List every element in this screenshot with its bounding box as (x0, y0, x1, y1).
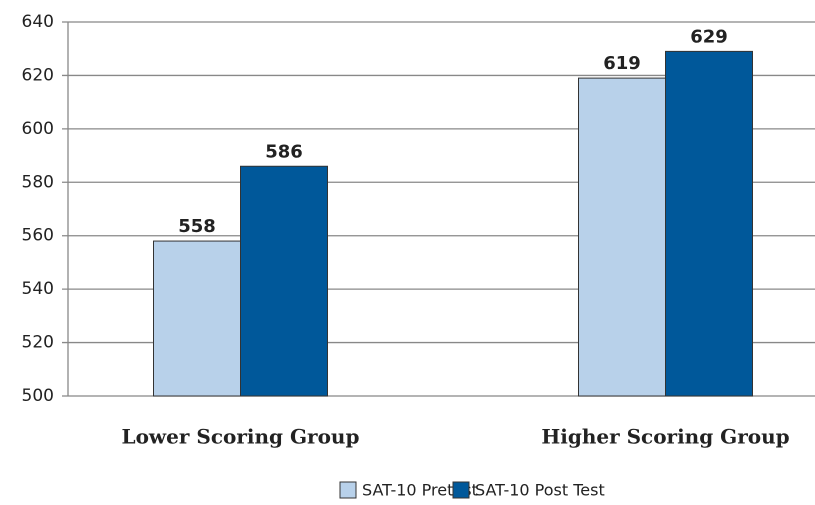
legend-swatch (339, 481, 357, 499)
y-tick-label: 520 (22, 333, 54, 353)
data-label: 558 (178, 216, 216, 237)
bar (665, 50, 753, 397)
y-tick-label: 540 (22, 279, 54, 299)
legend-label: SAT-10 Pretest (362, 481, 478, 500)
x-tick-label: Lower Scoring Group (122, 425, 360, 449)
y-tick-label: 500 (22, 386, 54, 406)
y-tick-label: 640 (22, 12, 54, 32)
data-label: 586 (265, 141, 303, 162)
x-tick-label: Higher Scoring Group (541, 425, 789, 449)
legend-label: SAT-10 Post Test (475, 481, 605, 500)
data-label: 629 (690, 26, 728, 47)
y-tick-label: 620 (22, 65, 54, 85)
y-tick-label: 600 (22, 119, 54, 139)
bar (153, 240, 241, 397)
bar (578, 77, 666, 397)
y-tick-label: 560 (22, 226, 54, 246)
bar (240, 165, 328, 397)
y-tick-label: 580 (22, 172, 54, 192)
legend-swatch (452, 481, 470, 499)
data-label: 619 (603, 53, 641, 74)
